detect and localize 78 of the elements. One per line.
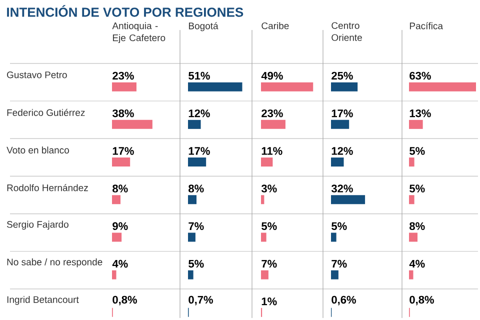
- bar: [188, 195, 197, 204]
- data-label: 8%: [112, 184, 128, 192]
- bar: [331, 158, 344, 167]
- data-label: 11%: [262, 147, 282, 155]
- bar: [188, 270, 194, 280]
- data-label: 0,6%: [332, 296, 356, 306]
- chart-title: Bogotá: [188, 22, 218, 32]
- y-tick-label: Voto en blanco: [6, 146, 69, 154]
- data-label: 49%: [261, 72, 283, 80]
- bar: [331, 270, 338, 280]
- data-label: 17%: [112, 147, 134, 155]
- data-label: 5%: [188, 260, 204, 268]
- data-label: 7%: [332, 260, 347, 268]
- bar: [112, 82, 136, 92]
- data-label: 1%: [262, 297, 277, 306]
- bar: [408, 158, 414, 167]
- data-label: 23%: [262, 109, 283, 118]
- data-label: 8%: [188, 184, 204, 192]
- chart-title: Pacífica: [410, 22, 443, 30]
- bar: [331, 82, 358, 92]
- y-tick-label: Gustavo Petro: [7, 71, 67, 78]
- data-label: 4%: [409, 260, 425, 268]
- data-label: 0,8%: [410, 296, 434, 306]
- bar: [331, 120, 350, 129]
- data-label: 12%: [332, 147, 353, 155]
- bar: [261, 195, 264, 204]
- bar: [261, 158, 273, 167]
- bar: [188, 120, 201, 129]
- y-tick-label: Ingrid Betancourt: [7, 296, 79, 305]
- chart-title: Centro Oriente: [332, 22, 362, 41]
- data-label: 17%: [332, 109, 353, 118]
- data-label: 8%: [410, 222, 425, 230]
- data-label: 17%: [188, 147, 210, 155]
- bar: [261, 232, 266, 242]
- bar: [408, 232, 418, 242]
- data-label: 25%: [332, 72, 353, 80]
- text: INTENCIÓN DE VOTO POR REGIONES: [7, 5, 244, 17]
- data-label: 13%: [410, 109, 431, 118]
- y-tick-label: Federico Gutiérrez: [7, 108, 85, 116]
- data-label: 23%: [112, 72, 134, 80]
- chart-title: Antioquia - Eje Cafetero: [112, 22, 166, 44]
- data-label: 5%: [410, 184, 425, 192]
- data-label: 63%: [410, 72, 431, 80]
- bar: [408, 82, 476, 92]
- data-label: 9%: [112, 222, 128, 230]
- data-label: 4%: [112, 260, 128, 268]
- y-tick-label: Rodolfo Hernández: [7, 184, 88, 192]
- bar: [408, 195, 414, 204]
- data-label: 7%: [188, 222, 204, 230]
- bar: [188, 158, 206, 167]
- data-label: 0,8%: [112, 296, 137, 306]
- data-label: 38%: [112, 109, 134, 118]
- bar: [261, 270, 268, 280]
- data-label: 51%: [188, 72, 210, 80]
- data-label: 7%: [262, 260, 277, 268]
- bar: [261, 82, 314, 92]
- data-label: 12%: [188, 109, 210, 118]
- data-label: 3%: [261, 184, 277, 192]
- data-label: 5%: [262, 222, 277, 230]
- bar: [188, 232, 196, 242]
- data-label: 0,7%: [188, 296, 213, 306]
- bar: [408, 120, 423, 129]
- bar: [188, 82, 242, 92]
- data-label: 5%: [332, 222, 347, 230]
- y-tick-label: No sabe / no responde: [7, 258, 102, 268]
- bar: [261, 120, 286, 129]
- data-label: 32%: [331, 184, 353, 192]
- bar: [331, 195, 366, 204]
- data-label: 5%: [410, 147, 425, 155]
- bar: [112, 232, 122, 242]
- bar: [112, 158, 130, 167]
- bar: [112, 120, 152, 129]
- y-tick-label: Sergio Fajardo: [6, 220, 68, 230]
- chart-title: Caribe: [262, 22, 289, 30]
- bar: [331, 232, 336, 242]
- bar: [112, 270, 116, 280]
- bar: [408, 270, 414, 280]
- bar: [112, 195, 121, 204]
